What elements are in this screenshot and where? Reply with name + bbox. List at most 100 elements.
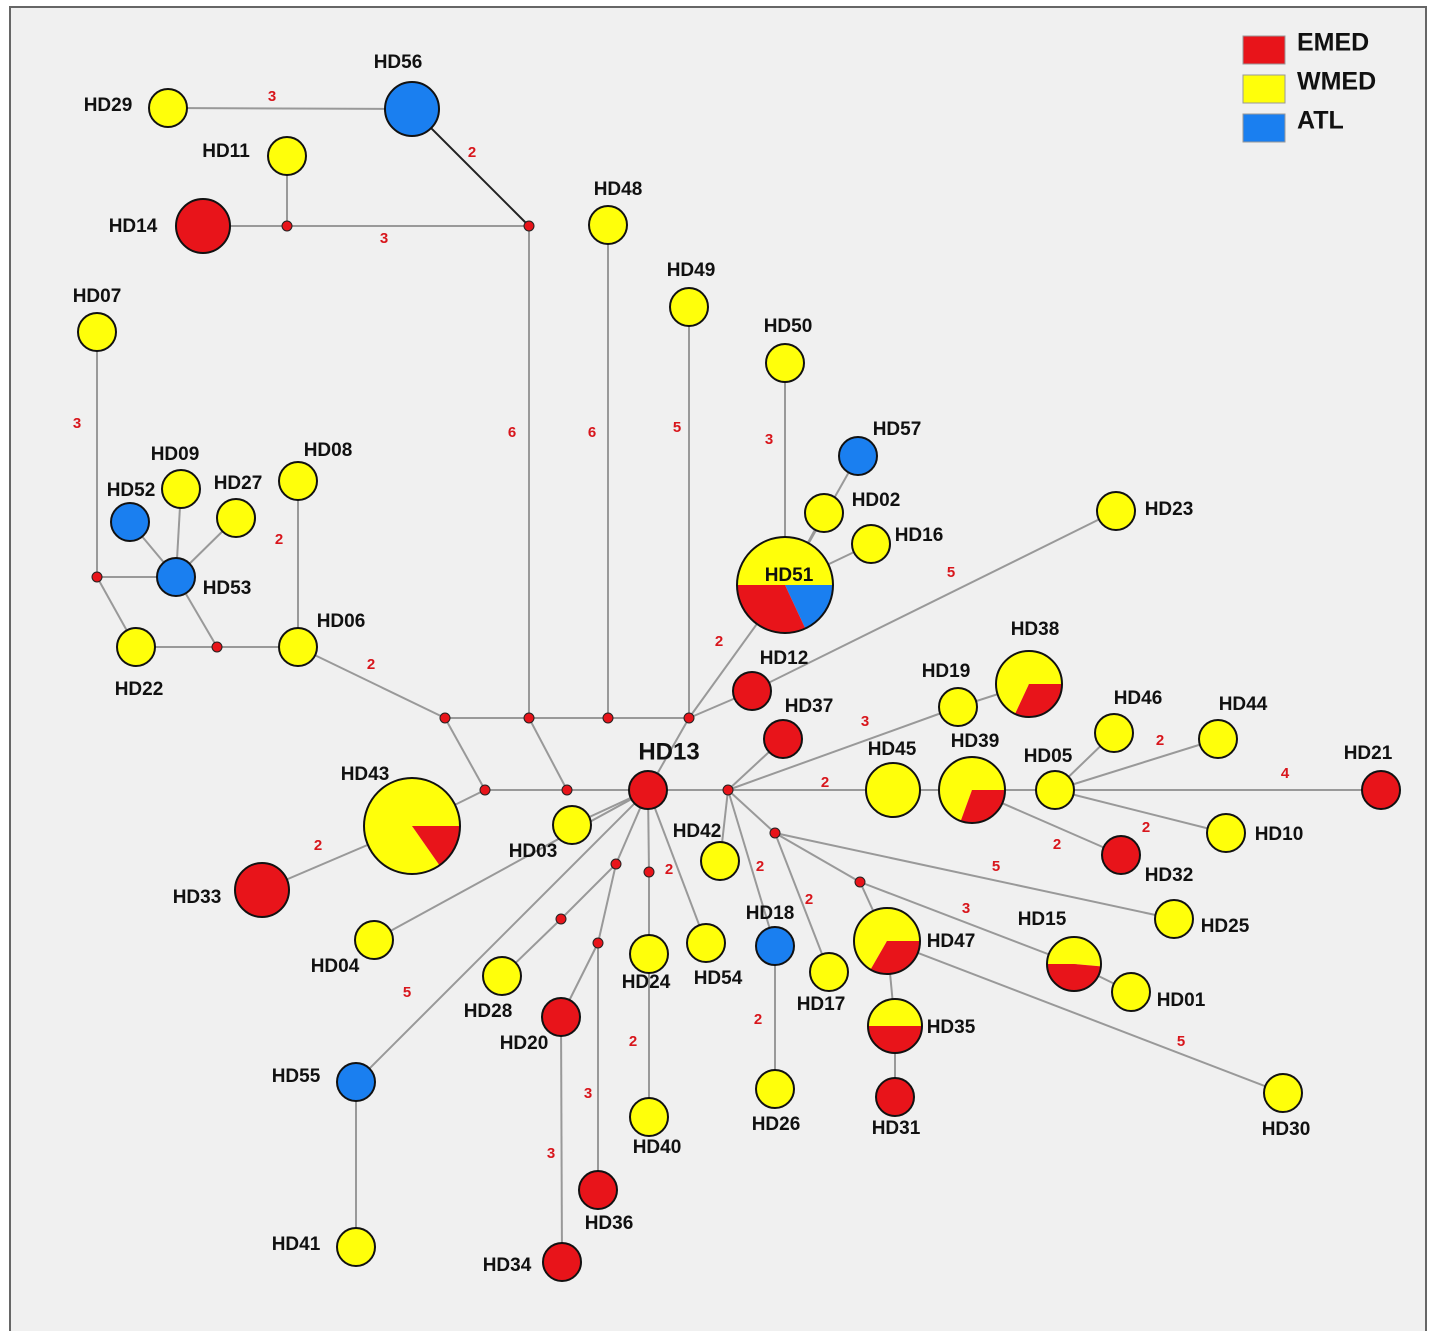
haplotype-node: [156, 557, 196, 597]
haplotype-node: [267, 136, 307, 176]
legend-label: ATL: [1297, 107, 1344, 135]
mutation-count: 5: [947, 564, 955, 581]
median-vector: [643, 866, 655, 878]
edge: [774, 832, 830, 973]
median-vector: [281, 220, 293, 232]
mutation-count: 2: [754, 1011, 762, 1028]
node-label: HD03: [509, 841, 558, 862]
pie-slice: [868, 999, 922, 1026]
node-label: HD35: [927, 1017, 976, 1038]
node-label: HD04: [311, 956, 360, 977]
mutation-count: 3: [268, 88, 276, 105]
mutation-count: 5: [1177, 1033, 1185, 1050]
mutation-count: 3: [962, 900, 970, 917]
mutation-count: 4: [1281, 765, 1290, 782]
node-label: HD07: [73, 286, 122, 307]
mutation-count: 3: [73, 415, 81, 432]
node-label: HD29: [84, 95, 133, 116]
haplotype-node: [838, 436, 878, 476]
haplotype-node: [541, 997, 581, 1037]
haplotype-node: [354, 920, 394, 960]
node-label: HD14: [109, 216, 158, 237]
haplotype-node: [1101, 835, 1141, 875]
edge: [355, 789, 649, 1083]
haplotype-node: [552, 805, 592, 845]
node-label: HD22: [115, 679, 164, 700]
haplotype-node: [110, 502, 150, 542]
edge: [444, 717, 486, 791]
haplotype-node: [1111, 972, 1151, 1012]
legend: EMED WMED ATL: [1242, 29, 1376, 143]
mutation-count: 6: [588, 424, 596, 441]
mutation-count: 3: [765, 431, 773, 448]
nodes: [77, 81, 1401, 1282]
mutation-count: 2: [314, 837, 322, 854]
mutation-count: 5: [992, 858, 1000, 875]
haplotype-node: [1094, 713, 1134, 753]
node-label: HD13: [638, 738, 699, 765]
haplotype-node: [384, 81, 440, 137]
haplotype-node: [588, 205, 628, 245]
node-label: HD34: [483, 1255, 532, 1276]
edge: [727, 789, 776, 947]
pie-slice: [868, 1026, 922, 1053]
haplotype-node: [1263, 1073, 1303, 1113]
edge: [727, 789, 776, 834]
mutation-count: 2: [715, 633, 723, 650]
node-label: HD26: [752, 1114, 801, 1135]
node-outline: [938, 756, 1006, 824]
edge: [774, 832, 861, 883]
node-label: HD17: [797, 994, 846, 1015]
pie-slice: [854, 908, 920, 970]
node-label: HD57: [873, 419, 922, 440]
node-label: HD40: [633, 1137, 682, 1158]
haplotype-node: [1096, 491, 1136, 531]
edge: [373, 789, 649, 941]
node-outline: [995, 650, 1063, 718]
node-label: HD18: [746, 903, 795, 924]
mutation-count: 2: [1053, 836, 1061, 853]
node-label: HD55: [272, 1066, 321, 1087]
haplotype-node: [765, 343, 805, 383]
node-label: HD38: [1011, 619, 1060, 640]
node-label: HD20: [500, 1033, 549, 1054]
node-outline: [867, 998, 923, 1054]
haplotype-node: [809, 952, 849, 992]
haplotype-node: [629, 1097, 669, 1137]
haplotype-node: [278, 461, 318, 501]
node-label: HD45: [868, 739, 917, 760]
mutation-count: 2: [629, 1033, 637, 1050]
haplotype-node: [175, 198, 231, 254]
edge: [1054, 789, 1227, 834]
edge: [886, 940, 1284, 1094]
node-label: HD33: [173, 887, 222, 908]
node-label: HD15: [1018, 909, 1067, 930]
node-label: HD43: [341, 764, 390, 785]
haplotype-node: [628, 770, 668, 810]
mutation-count: 2: [1156, 732, 1164, 749]
node-label: HD06: [317, 611, 366, 632]
pie-slice: [939, 757, 1005, 822]
edge: [647, 789, 707, 944]
haplotype-node: [336, 1062, 376, 1102]
median-vector: [854, 876, 866, 888]
haplotype-node: [542, 1242, 582, 1282]
edge: [774, 832, 1175, 920]
node-label: HD44: [1219, 694, 1268, 715]
edge: [859, 881, 1075, 965]
haplotype-node: [161, 469, 201, 509]
haplotype-node: [336, 1227, 376, 1267]
legend-swatch: [1242, 35, 1286, 65]
node-label: HD23: [1145, 499, 1194, 520]
node-label: HD36: [585, 1213, 634, 1234]
mutation-count: 6: [508, 424, 516, 441]
haplotype-node: [763, 719, 803, 759]
haplotype-node: [148, 88, 188, 128]
pie-slice: [996, 651, 1062, 714]
edge: [560, 863, 617, 920]
node-label: HD16: [895, 525, 944, 546]
node-label: HD46: [1114, 688, 1163, 709]
pie-slice: [737, 537, 833, 585]
mutation-count: 3: [380, 230, 388, 247]
